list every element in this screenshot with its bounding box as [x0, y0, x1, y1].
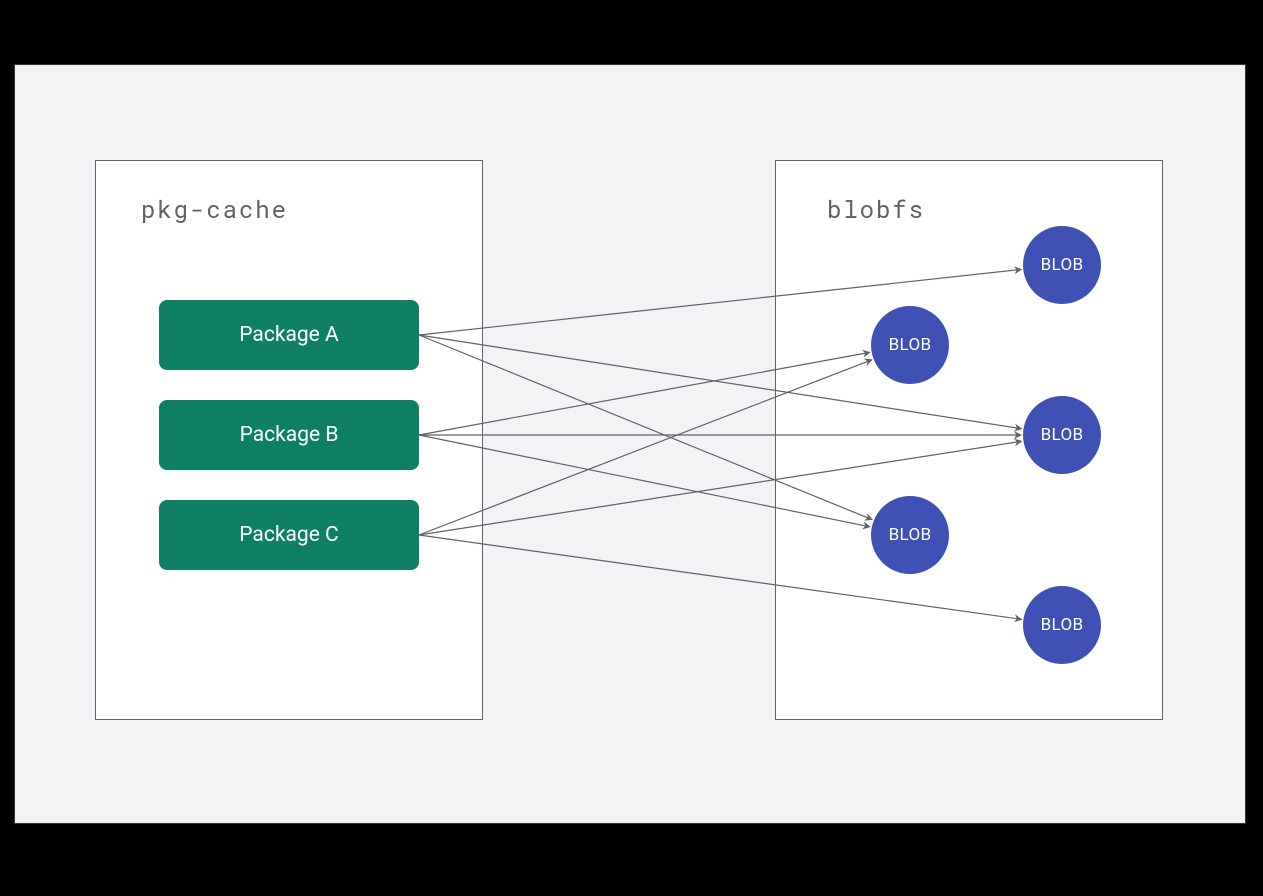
blob-label: BLOB: [889, 525, 932, 545]
blob-node: BLOB: [871, 496, 949, 574]
blob-label: BLOB: [1041, 255, 1084, 275]
blob-label: BLOB: [1041, 615, 1084, 635]
blobfs-box: blobfs: [775, 160, 1163, 720]
package-label: Package C: [239, 523, 338, 547]
blob-node: BLOB: [1023, 396, 1101, 474]
package-node: Package C: [159, 500, 419, 570]
blob-label: BLOB: [1041, 425, 1084, 445]
blob-node: BLOB: [1023, 586, 1101, 664]
package-label: Package B: [240, 423, 339, 447]
blobfs-title: blobfs: [827, 193, 925, 225]
blob-node: BLOB: [1023, 226, 1101, 304]
blob-node: BLOB: [871, 306, 949, 384]
package-node: Package A: [159, 300, 419, 370]
pkg-cache-title: pkg-cache: [141, 193, 288, 225]
blob-label: BLOB: [889, 335, 932, 355]
package-node: Package B: [159, 400, 419, 470]
package-label: Package A: [239, 323, 338, 347]
